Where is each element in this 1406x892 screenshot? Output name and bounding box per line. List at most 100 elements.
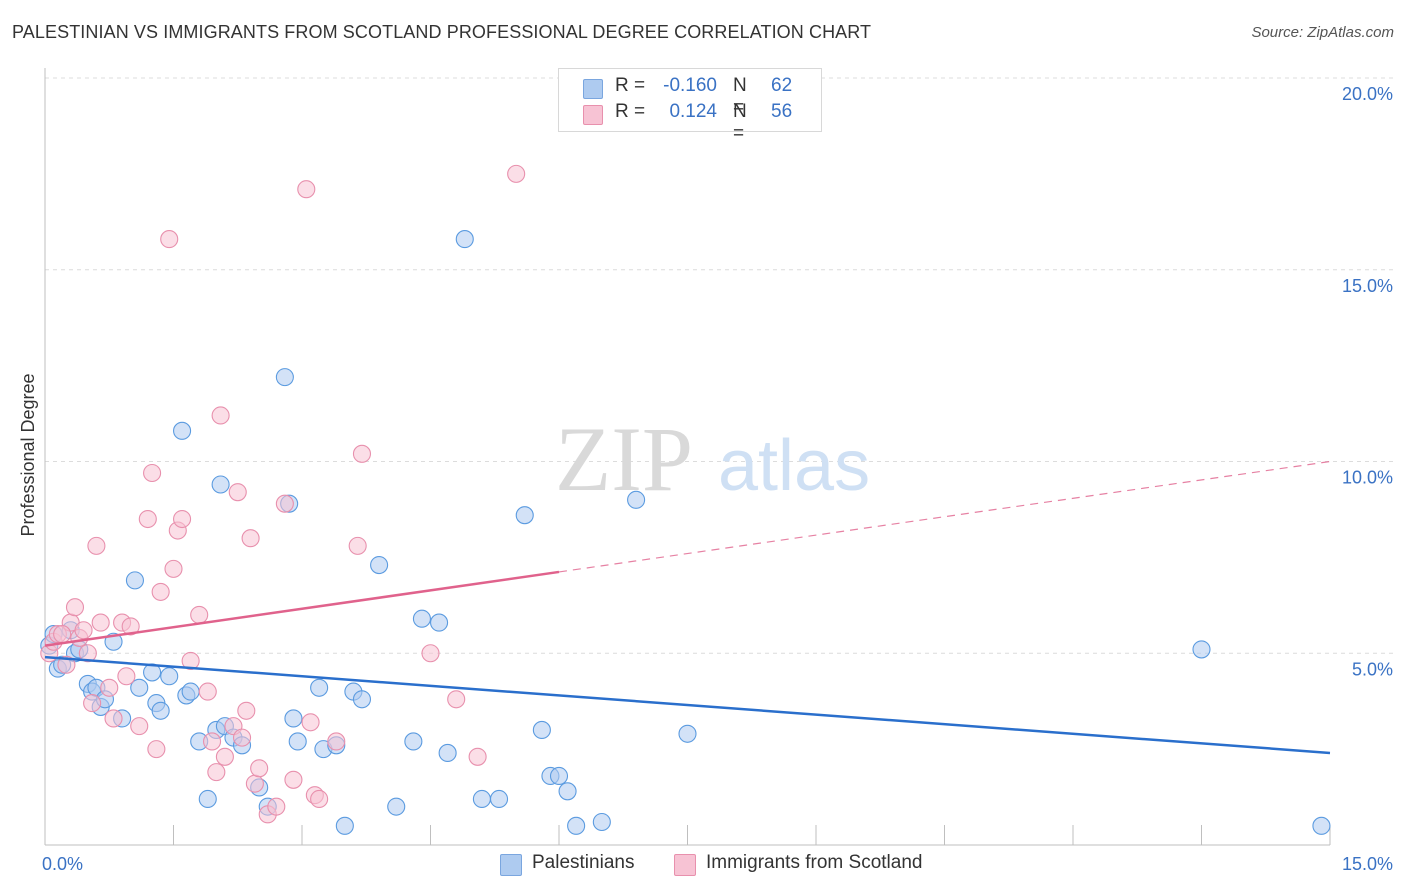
- bottom-legend-label: Palestinians: [532, 852, 635, 873]
- point-palestinians: [284, 709, 303, 728]
- point-palestinians: [489, 789, 509, 809]
- point-scotland: [117, 667, 136, 686]
- point-scotland: [87, 536, 106, 555]
- point-scotland: [211, 406, 230, 425]
- point-scotland: [327, 732, 346, 751]
- watermark-zip: ZIP: [555, 408, 693, 510]
- chart-source: Source: ZipAtlas.com: [1251, 24, 1394, 41]
- point-palestinians: [173, 421, 192, 440]
- legend-r-label: R =: [615, 75, 646, 96]
- axes: [44, 68, 1331, 846]
- legend-r-value: -0.160: [663, 75, 717, 96]
- gridlines: [45, 77, 1395, 654]
- point-scotland: [104, 709, 123, 728]
- point-palestinians: [567, 816, 586, 835]
- point-scotland: [160, 230, 179, 249]
- point-scotland: [57, 655, 76, 674]
- point-palestinians: [627, 490, 646, 509]
- point-palestinians: [455, 230, 474, 249]
- bottom-legend-label: Immigrants from Scotland: [706, 852, 923, 873]
- point-scotland: [284, 770, 303, 789]
- point-palestinians: [387, 797, 406, 816]
- legend-r-label: R =: [615, 101, 646, 122]
- legend-n-label: N =: [733, 75, 747, 118]
- stats-legend: R = -0.160 N = 62 R = 0.124 N = 56: [558, 68, 822, 144]
- point-scotland: [301, 713, 320, 732]
- legend-n-value: 56: [771, 101, 793, 122]
- data-points: [40, 164, 1331, 835]
- point-palestinians: [678, 724, 697, 743]
- point-scotland: [215, 747, 234, 766]
- point-palestinians: [310, 678, 329, 697]
- point-scotland: [245, 774, 264, 793]
- point-palestinians: [592, 812, 611, 832]
- y-axis-label: Professional Degree: [18, 373, 38, 536]
- point-scotland: [237, 701, 256, 720]
- point-scotland: [507, 164, 526, 183]
- point-scotland: [74, 621, 93, 640]
- legend-swatch-palestinians: [583, 79, 603, 99]
- y-tick-label: 5.0%: [1352, 659, 1393, 679]
- point-palestinians: [211, 475, 230, 494]
- point-scotland: [250, 759, 269, 778]
- trend-scotland-dashed: [558, 460, 1331, 573]
- chart-title: PALESTINIAN VS IMMIGRANTS FROM SCOTLAND …: [12, 22, 872, 42]
- bottom-legend-swatch-palestinians: [500, 854, 522, 876]
- point-scotland: [91, 613, 110, 632]
- point-scotland: [275, 494, 294, 513]
- point-scotland: [190, 605, 209, 624]
- point-scotland: [310, 789, 329, 809]
- point-scotland: [100, 678, 119, 697]
- point-scotland: [143, 463, 162, 483]
- point-scotland: [421, 644, 440, 663]
- point-palestinians: [198, 789, 217, 809]
- point-palestinians: [412, 609, 431, 628]
- point-scotland: [53, 625, 72, 644]
- watermark-atlas: atlas: [718, 426, 870, 506]
- point-scotland: [267, 797, 286, 816]
- y-tick-label: 15.0%: [1342, 276, 1393, 296]
- point-scotland: [207, 763, 226, 782]
- point-palestinians: [1312, 816, 1331, 835]
- point-scotland: [130, 717, 149, 736]
- y-tick-label: 20.0%: [1342, 84, 1393, 104]
- point-scotland: [198, 682, 217, 701]
- point-scotland: [121, 617, 140, 636]
- point-palestinians: [558, 782, 577, 801]
- point-palestinians: [549, 766, 569, 786]
- point-scotland: [468, 747, 487, 766]
- point-palestinians: [515, 506, 534, 525]
- point-palestinians: [370, 555, 389, 575]
- bottom-legend-swatch-scotland: [674, 854, 696, 876]
- point-palestinians: [532, 720, 551, 740]
- point-scotland: [203, 732, 222, 751]
- point-palestinians: [472, 789, 491, 809]
- point-palestinians: [438, 743, 457, 763]
- point-palestinians: [125, 571, 144, 590]
- x-tick-label: 0.0%: [42, 854, 83, 874]
- tick-labels: 5.0% 10.0% 15.0% 20.0% 0.0% 15.0%: [42, 84, 1393, 874]
- legend-r-value: 0.124: [669, 101, 717, 122]
- point-scotland: [181, 651, 200, 670]
- point-scotland: [447, 690, 466, 709]
- legend-n-value: 62: [771, 75, 793, 96]
- point-palestinians: [160, 667, 179, 686]
- point-palestinians: [335, 816, 354, 835]
- point-scotland: [352, 444, 372, 463]
- point-scotland: [151, 582, 170, 601]
- y-tick-label: 10.0%: [1342, 468, 1393, 488]
- point-palestinians: [181, 682, 200, 701]
- point-palestinians: [288, 732, 307, 751]
- point-palestinians: [151, 701, 170, 720]
- point-palestinians: [430, 613, 449, 632]
- point-palestinians: [352, 690, 372, 709]
- point-scotland: [241, 529, 260, 548]
- trend-palestinians: [44, 655, 1331, 755]
- x-tick-label: 15.0%: [1342, 854, 1393, 874]
- legend-swatch-scotland: [583, 105, 603, 125]
- point-scotland: [147, 740, 166, 759]
- point-scotland: [348, 536, 367, 555]
- trend-lines: [44, 460, 1331, 755]
- watermark: ZIP atlas: [555, 408, 870, 510]
